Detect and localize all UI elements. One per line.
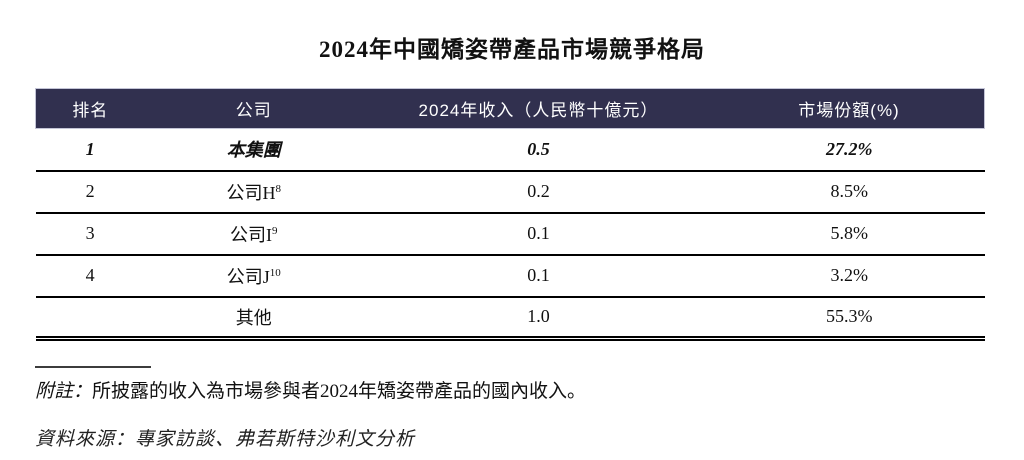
table-row: 1 本集團 0.5 27.2% xyxy=(35,128,985,172)
cell-revenue: 0.5 xyxy=(362,128,715,172)
cell-share: 27.2% xyxy=(714,128,985,172)
table-row: 2 公司H8 0.2 8.5% xyxy=(35,170,985,214)
footnote-ref: 8 xyxy=(275,182,282,195)
cell-share: 3.2% xyxy=(714,254,985,298)
company-name: 公司I xyxy=(230,224,272,245)
cell-share: 8.5% xyxy=(714,170,985,214)
footnote-divider xyxy=(35,366,151,368)
header-revenue: 2024年收入（人民幣十億元） xyxy=(362,88,715,129)
cell-revenue: 0.2 xyxy=(362,170,715,214)
company-name: 公司J xyxy=(226,266,270,287)
cell-company: 公司H8 xyxy=(144,170,363,214)
cell-revenue: 0.1 xyxy=(362,254,715,298)
footnote-ref: 9 xyxy=(272,224,278,237)
company-name: 其他 xyxy=(235,307,272,328)
footnotes-section: 附註：所披露的收入為市場參與者2024年矯姿帶產品的國內收入。 資料來源：專家訪… xyxy=(35,366,985,451)
table-row: 3 公司I9 0.1 5.8% xyxy=(35,212,985,256)
table-row: 其他 1.0 55.3% xyxy=(35,296,985,341)
table-header-row: 排名 公司 2024年收入（人民幣十億元） 市場份額(%) xyxy=(34,88,986,129)
source-text: 資料來源：專家訪談、弗若斯特沙利文分析 xyxy=(35,429,416,450)
competition-table: 排名 公司 2024年收入（人民幣十億元） 市場份額(%) 1 本集團 0.5 … xyxy=(34,88,986,341)
cell-company: 公司I9 xyxy=(144,212,363,256)
header-share: 市場份額(%) xyxy=(714,88,986,129)
cell-rank: 1 xyxy=(35,128,145,172)
cell-revenue: 1.0 xyxy=(362,296,715,341)
cell-rank xyxy=(35,296,145,341)
cell-share: 55.3% xyxy=(714,296,985,341)
page-title: 2024年中國矯姿帶產品市場競爭格局 xyxy=(319,37,705,62)
cell-company: 公司J10 xyxy=(144,254,363,298)
header-company: 公司 xyxy=(144,88,363,129)
table-header: 排名 公司 2024年收入（人民幣十億元） 市場份額(%) xyxy=(34,88,986,129)
company-name: 本集團 xyxy=(226,140,281,161)
table-row: 4 公司J10 0.1 3.2% xyxy=(35,254,985,298)
footnote-ref: 10 xyxy=(269,266,281,279)
footnote-text: 附註：所披露的收入為市場參與者2024年矯姿帶產品的國內收入。 xyxy=(35,376,985,403)
cell-company: 本集團 xyxy=(144,128,363,172)
footnote-body: 所披露的收入為市場參與者2024年矯姿帶產品的國內收入。 xyxy=(92,381,587,402)
cell-share: 5.8% xyxy=(714,212,985,256)
footnote-label: 附註： xyxy=(35,381,93,402)
cell-company: 其他 xyxy=(144,296,363,341)
cell-revenue: 0.1 xyxy=(362,212,715,256)
company-name: 公司H xyxy=(226,182,276,203)
cell-rank: 3 xyxy=(35,212,145,256)
cell-rank: 2 xyxy=(35,170,145,214)
header-rank: 排名 xyxy=(34,88,145,129)
cell-rank: 4 xyxy=(35,254,145,298)
